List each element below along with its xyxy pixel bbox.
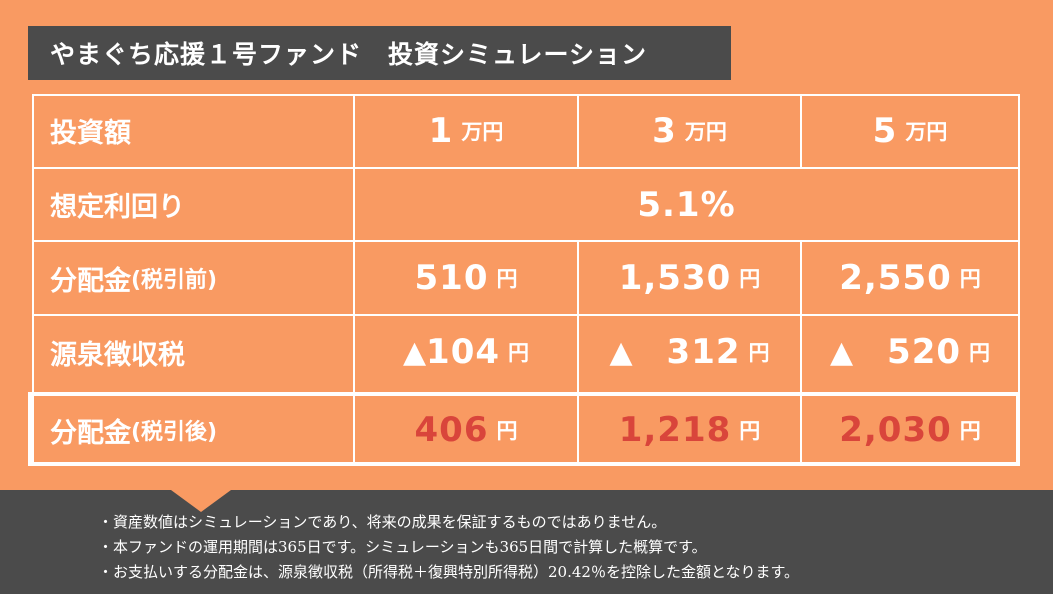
simulation-table: 投資額 1 万円 3 万円 5 万円 想定利回り 5.1% 分配金 (税引前) 510 円… bbox=[32, 94, 1020, 464]
investment-1: 1 万円 bbox=[355, 94, 577, 167]
withholding-3: ▲ 312 円 bbox=[579, 316, 800, 388]
pre-tax-unit: 円 bbox=[739, 267, 761, 291]
pre-tax-value: 1,530 bbox=[618, 258, 732, 298]
page-title: やまぐち応援１号ファンド 投資シミュレーション bbox=[28, 26, 731, 80]
withholding-5: ▲ 520 円 bbox=[802, 316, 1018, 388]
after-tax-value: 2,030 bbox=[839, 410, 952, 450]
column-divider bbox=[800, 94, 802, 167]
column-divider bbox=[577, 240, 579, 464]
investment-3: 3 万円 bbox=[579, 94, 800, 167]
row-divider bbox=[32, 167, 1020, 169]
pre-tax-label: 分配金 (税引前) bbox=[32, 242, 353, 314]
after-tax-5: 2,030 円 bbox=[802, 396, 1018, 464]
table-border-left bbox=[32, 94, 34, 464]
yield-value-text: 5.1% bbox=[637, 184, 736, 225]
after-tax-3: 1,218 円 bbox=[579, 396, 800, 464]
yield-value: 5.1% bbox=[355, 169, 1018, 240]
row-divider bbox=[32, 314, 1020, 316]
after-tax-label-text: 分配金 bbox=[50, 417, 131, 449]
withholding-unit: 円 bbox=[969, 341, 991, 365]
notes-list: ・資産数値はシミュレーションであり、将来の成果を保証するものではありません。 ・… bbox=[98, 510, 799, 585]
row-divider bbox=[32, 240, 1020, 242]
withholding-unit: 円 bbox=[508, 341, 530, 365]
note-item: ・資産数値はシミュレーションであり、将来の成果を保証するものではありません。 bbox=[98, 513, 667, 531]
investment-unit: 万円 bbox=[461, 119, 504, 144]
investment-value: 1 bbox=[428, 110, 454, 151]
investment-value: 3 bbox=[652, 110, 677, 151]
pre-tax-unit: 円 bbox=[959, 267, 981, 291]
after-tax-value: 406 bbox=[414, 410, 489, 450]
triangle-marker-icon: ▲ bbox=[829, 334, 854, 370]
pre-tax-unit: 円 bbox=[496, 267, 518, 291]
note-item: ・お支払いする分配金は、源泉徴収税（所得税＋復興特別所得税）20.42％を控除し… bbox=[98, 563, 799, 581]
after-tax-label: 分配金 (税引後) bbox=[32, 396, 353, 464]
pre-tax-1: 510 円 bbox=[355, 242, 577, 314]
withholding-1: ▲ 104 円 bbox=[355, 316, 577, 388]
investment-5: 5 万円 bbox=[802, 94, 1018, 167]
after-tax-unit: 円 bbox=[959, 419, 981, 443]
pre-tax-5: 2,550 円 bbox=[802, 242, 1018, 314]
pre-tax-value: 510 bbox=[414, 258, 489, 298]
pre-tax-3: 1,530 円 bbox=[579, 242, 800, 314]
pre-tax-label-note: (税引前) bbox=[131, 268, 218, 293]
triangle-marker-icon: ▲ bbox=[402, 334, 427, 370]
yield-label-text: 想定利回り bbox=[50, 192, 185, 223]
column-divider bbox=[353, 94, 355, 464]
withholding-label: 源泉徴収税 bbox=[32, 316, 353, 388]
investment-value: 5 bbox=[872, 110, 898, 151]
table-border-right bbox=[1018, 94, 1020, 464]
notes-panel: ・資産数値はシミュレーションであり、将来の成果を保証するものではありません。 ・… bbox=[0, 490, 1053, 594]
after-tax-unit: 円 bbox=[496, 419, 518, 443]
after-tax-value: 1,218 bbox=[618, 410, 732, 450]
withholding-unit: 円 bbox=[748, 341, 770, 365]
yield-label: 想定利回り bbox=[32, 169, 353, 240]
after-tax-highlight-frame bbox=[28, 392, 1020, 466]
withholding-value: 104 bbox=[426, 332, 501, 372]
column-divider bbox=[577, 94, 579, 167]
callout-pointer bbox=[171, 490, 231, 512]
pre-tax-label-text: 分配金 bbox=[50, 265, 131, 297]
column-divider bbox=[800, 240, 802, 464]
withholding-label-text: 源泉徴収税 bbox=[50, 339, 185, 371]
after-tax-1: 406 円 bbox=[355, 396, 577, 464]
investment-unit: 万円 bbox=[905, 119, 948, 144]
note-item: ・本ファンドの運用期間は365日です。シミュレーションも365日間で計算した概算… bbox=[98, 538, 707, 556]
triangle-marker-icon: ▲ bbox=[609, 334, 633, 370]
investment-label: 投資額 bbox=[32, 94, 353, 167]
withholding-value: 520 bbox=[887, 332, 962, 372]
after-tax-unit: 円 bbox=[739, 419, 761, 443]
investment-unit: 万円 bbox=[684, 119, 727, 144]
withholding-value: 312 bbox=[666, 332, 741, 372]
investment-label-text: 投資額 bbox=[50, 118, 131, 149]
table-border-top bbox=[32, 94, 1020, 96]
after-tax-label-note: (税引後) bbox=[131, 420, 218, 445]
pre-tax-value: 2,550 bbox=[839, 258, 952, 298]
